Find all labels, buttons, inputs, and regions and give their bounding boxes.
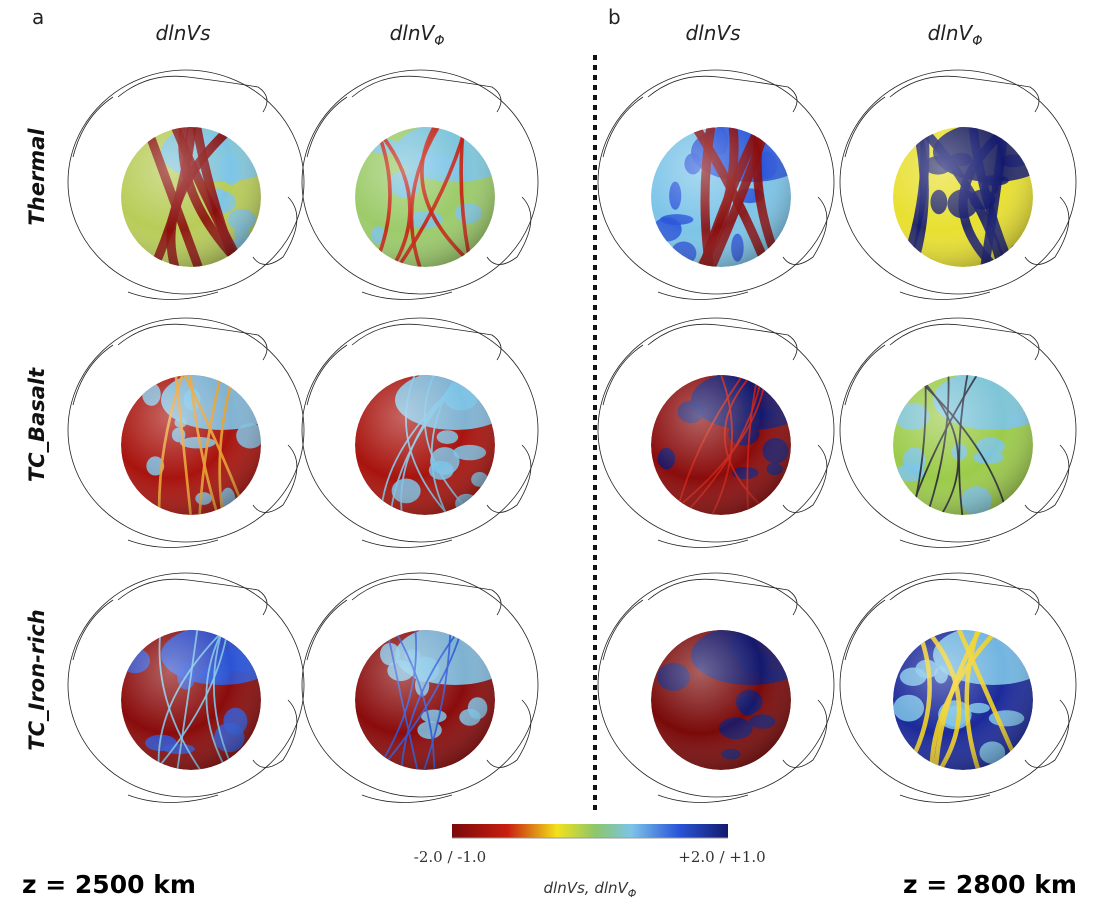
globe-shade (651, 375, 791, 515)
globe-shade (121, 375, 261, 515)
globe (651, 370, 811, 515)
globe-blob (470, 496, 491, 508)
colorbar (452, 824, 728, 838)
colorbar-caption: dlnVs, dlnVΦ (544, 879, 637, 900)
globe (651, 122, 811, 267)
row-label: Thermal (25, 128, 49, 226)
depth-label: z = 2800 km (903, 870, 1077, 899)
column-header: dlnVs (155, 21, 210, 45)
globe (893, 625, 1053, 770)
globe-shade (893, 127, 1033, 267)
globe-shade (651, 630, 791, 770)
header-text: dlnV (928, 21, 974, 45)
panel-label: b (608, 5, 621, 29)
globe-shade (355, 127, 495, 267)
globe (893, 370, 1053, 515)
header-text: dlnVs (155, 21, 210, 45)
globe (355, 625, 515, 770)
globe (120, 625, 281, 770)
panel-label: a (32, 5, 44, 29)
header-text: dlnV (390, 21, 436, 45)
row-label: TC_Basalt (25, 367, 49, 482)
globe-shade (355, 375, 495, 515)
globe-shade (355, 630, 495, 770)
depth-label: z = 2500 km (22, 870, 196, 899)
row-label: TC_Iron-rich (25, 609, 49, 750)
globe (355, 370, 515, 515)
globe-shade (893, 375, 1033, 515)
colorbar-max: +2.0 / +1.0 (678, 848, 765, 866)
globe (121, 370, 281, 516)
globe (651, 625, 811, 770)
header-text: dlnVs (685, 21, 740, 45)
header-sub: Φ (972, 34, 982, 49)
globe-shade (651, 127, 791, 267)
column-header: dlnVs (685, 21, 740, 45)
figure: a b -2.0 / -1.0 +2.0 / +1.0 dlnVs, dlnVΦ… (0, 0, 1109, 909)
colorbar-min: -2.0 / -1.0 (414, 848, 486, 866)
globe (355, 122, 515, 267)
globe (893, 122, 1053, 270)
globe (121, 122, 281, 267)
globe-shade (893, 630, 1033, 770)
globe-shade (121, 127, 261, 267)
header-sub: Φ (434, 34, 444, 49)
globe-shade (121, 630, 261, 770)
column-header: dlnVΦ (928, 21, 983, 49)
column-header: dlnVΦ (390, 21, 445, 49)
globe-blob (122, 240, 141, 254)
